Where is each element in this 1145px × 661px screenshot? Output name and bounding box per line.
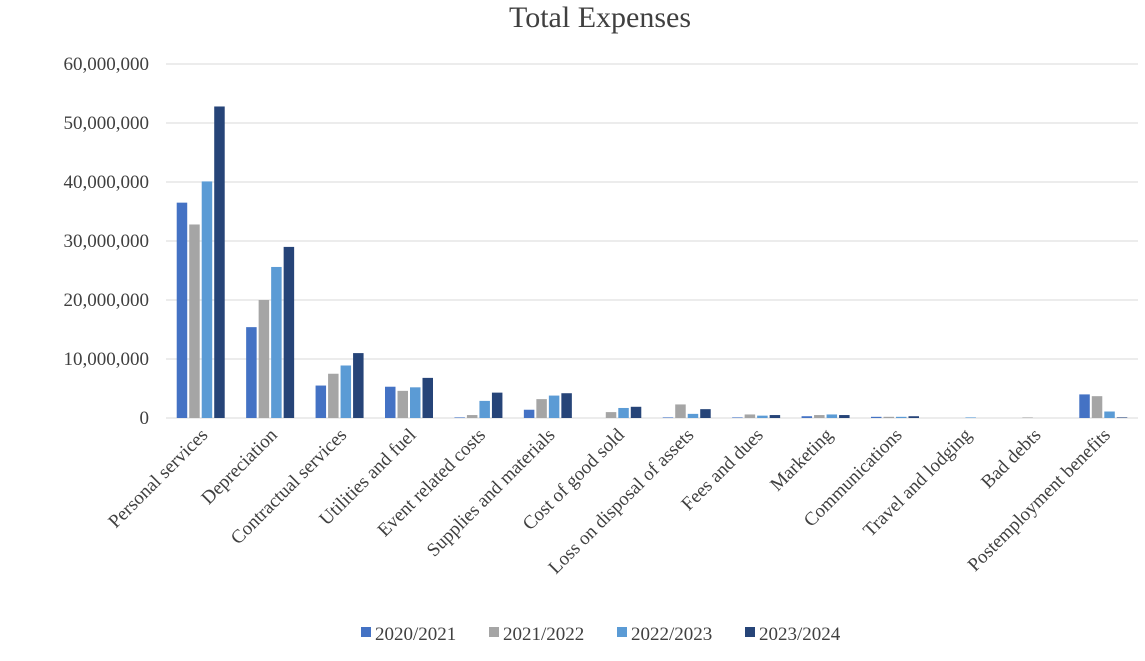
x-tick-label: Contractual services [227, 425, 351, 549]
y-tick-label: 20,000,000 [64, 290, 150, 311]
bar [454, 417, 465, 418]
y-tick-label: 50,000,000 [64, 113, 150, 134]
gridlines [166, 63, 1138, 419]
bar [618, 407, 629, 418]
bar [536, 399, 547, 418]
bar [871, 416, 882, 418]
legend-swatch [489, 627, 499, 637]
legend-swatch [617, 627, 627, 637]
x-tick-label: Postemployment benefits [964, 425, 1115, 576]
bar [258, 300, 270, 418]
bar [246, 327, 257, 418]
bar [732, 417, 743, 418]
bar [1022, 417, 1033, 418]
bar [675, 404, 686, 418]
bar [883, 416, 894, 418]
bar [340, 365, 352, 418]
x-tick-label: Marketing [766, 424, 837, 495]
bar [176, 202, 188, 418]
bar [1104, 411, 1115, 418]
bar [896, 416, 907, 418]
legend-label: 2020/2021 [375, 624, 456, 645]
legend-swatch [745, 627, 755, 637]
y-tick-label: 30,000,000 [64, 231, 150, 252]
bar [908, 416, 919, 418]
bar [605, 412, 617, 418]
y-tick-label: 0 [140, 408, 150, 429]
legend-swatch [361, 627, 371, 637]
bar [397, 390, 408, 418]
bar [814, 415, 825, 418]
bar [491, 392, 503, 418]
y-tick-label: 40,000,000 [64, 172, 150, 193]
bar [1079, 394, 1090, 418]
bar [353, 353, 364, 418]
chart-title: Total Expenses [509, 1, 691, 34]
legend: 2020/2021 2021/2022 2022/2023 2023/2024 [361, 624, 841, 645]
bar [466, 415, 478, 418]
bar [700, 409, 711, 418]
x-tick-label: Bad debts [977, 425, 1045, 493]
bar [757, 415, 768, 418]
bar [214, 106, 225, 418]
bar [479, 400, 490, 418]
bar [1116, 417, 1128, 418]
bar [744, 414, 756, 418]
bar [201, 181, 213, 418]
bar [662, 417, 674, 418]
bar [523, 409, 535, 418]
bar [801, 416, 813, 418]
bar [826, 414, 838, 418]
bar [422, 377, 433, 418]
bar [283, 246, 295, 418]
bars [176, 106, 1128, 418]
x-tick-label: Personal services [104, 425, 212, 533]
bar [410, 387, 421, 418]
bar [271, 266, 282, 418]
legend-label: 2021/2022 [503, 624, 584, 645]
bar [769, 415, 781, 418]
bar [965, 417, 976, 418]
bar [630, 406, 642, 418]
x-tick-label: Loss on disposal of assets [545, 425, 699, 579]
y-tick-label: 10,000,000 [64, 349, 150, 370]
bar [315, 385, 327, 418]
bar [1091, 396, 1103, 418]
bar [385, 386, 396, 418]
x-axis-ticks: Personal servicesDepreciationContractual… [104, 424, 1114, 578]
legend-label: 2023/2024 [759, 624, 841, 645]
y-tick-label: 60,000,000 [64, 54, 150, 75]
bar [548, 395, 560, 418]
y-axis-ticks: 0 10,000,000 20,000,000 30,000,000 40,000,00… [64, 54, 150, 429]
bar [189, 224, 200, 418]
bar [839, 415, 850, 418]
bar [328, 373, 339, 418]
legend-label: 2022/2023 [631, 624, 712, 645]
bar [687, 413, 699, 418]
x-tick-label: Supplies and materials [423, 425, 559, 561]
bar [561, 393, 572, 418]
